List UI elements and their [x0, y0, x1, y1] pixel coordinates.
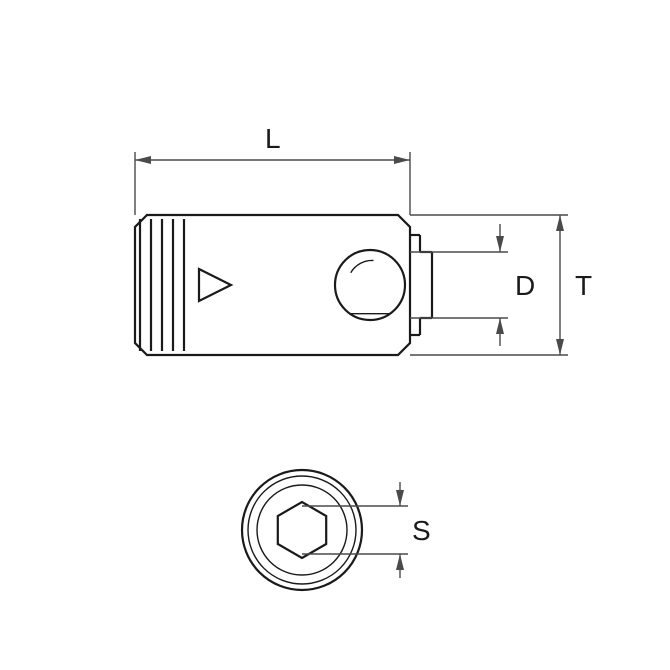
hex-socket — [278, 502, 326, 558]
end-view: S — [242, 470, 431, 590]
ball-highlight — [351, 260, 374, 272]
label-D: D — [515, 270, 535, 301]
end-mid-circle — [248, 476, 356, 584]
hex-depth-indicator — [199, 269, 231, 301]
screw-body — [135, 215, 410, 355]
side-view: L D T — [135, 123, 592, 355]
label-T: T — [575, 270, 592, 301]
end-outer-circle — [242, 470, 362, 590]
label-S: S — [412, 515, 431, 546]
end-inner-circle — [257, 485, 347, 575]
label-L: L — [265, 123, 281, 154]
